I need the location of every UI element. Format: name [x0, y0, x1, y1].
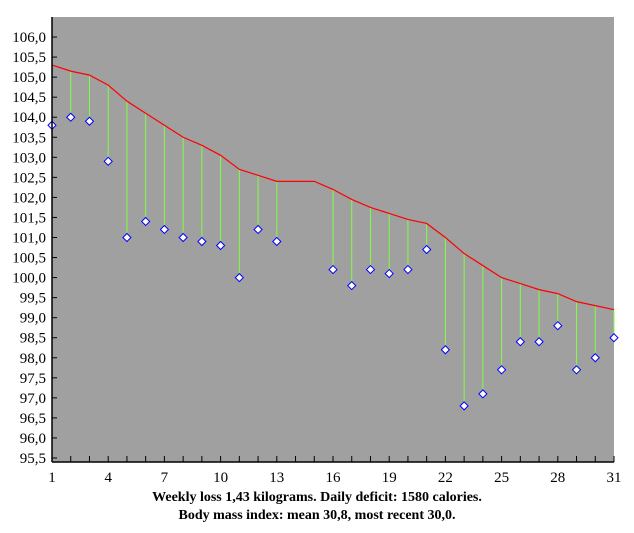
trend-line [51, 64, 615, 311]
weight-point [272, 236, 282, 247]
weight-point [159, 224, 170, 235]
caption-bmi: Body mass index: mean 30,8, most recent … [178, 508, 456, 523]
x-tick-label: 16 [326, 470, 342, 486]
weight-point [440, 345, 451, 355]
x-tick-label: 13 [269, 470, 284, 486]
y-tick-label: 100,0 [12, 271, 46, 287]
y-tick-label: 96,5 [20, 411, 46, 427]
weight-point [478, 389, 488, 399]
weight-point [103, 156, 113, 167]
y-tick-label: 102,0 [12, 190, 46, 206]
y-tick-label: 103,0 [12, 150, 46, 166]
weight-point [84, 116, 95, 126]
weight-point [347, 280, 357, 291]
x-tick-label: 7 [161, 470, 169, 486]
weight-point [384, 268, 394, 279]
weight-point [178, 232, 188, 243]
weight-point [403, 264, 413, 275]
y-tick-label: 98,5 [20, 331, 46, 347]
y-tick-label: 104,5 [12, 90, 46, 106]
y-tick-label: 98,0 [20, 351, 46, 367]
y-tick-label: 105,0 [12, 70, 46, 86]
weight-point [197, 236, 207, 247]
y-tick-label: 103,5 [12, 130, 46, 146]
weight-point [515, 337, 526, 347]
x-tick-label: 22 [438, 470, 453, 486]
weight-point [365, 264, 376, 275]
weight-point [140, 216, 151, 227]
weight-point [215, 240, 226, 251]
weight-point [459, 401, 469, 411]
x-tick-label: 1 [48, 470, 56, 486]
weight-point [66, 112, 76, 122]
y-tick-label: 99,0 [20, 311, 46, 327]
weight-point [328, 264, 338, 275]
x-tick-label: 31 [607, 470, 622, 486]
weight-point [609, 333, 619, 343]
weight-point [253, 224, 263, 235]
y-tick-label: 105,5 [12, 50, 46, 66]
y-tick-label: 104,0 [12, 110, 46, 126]
weight-point [553, 320, 563, 331]
y-tick-label: 106,0 [12, 30, 46, 46]
y-tick-label: 101,5 [12, 210, 46, 226]
weight-point [571, 365, 582, 375]
weight-point [534, 337, 544, 347]
weight-point [122, 232, 132, 243]
x-tick-label: 10 [213, 470, 228, 486]
weight-chart: 95,5 96,0 96,5 97,0 97,5 98,0 98,5 99,0 99,5 100,… [12, 17, 622, 486]
x-tick-label: 19 [382, 470, 397, 486]
y-tick-label: 99,5 [20, 291, 46, 307]
weight-point [421, 244, 432, 255]
y-tick-label: 95,5 [20, 451, 46, 467]
weight-point [234, 272, 245, 283]
x-tick-label: 28 [550, 470, 565, 486]
caption-weekly-loss: Weekly loss 1,43 kilograms. Daily defici… [152, 490, 482, 505]
y-tick-label: 100,5 [12, 251, 46, 267]
weight-point [496, 365, 507, 375]
x-tick-label: 4 [104, 470, 112, 486]
x-tick-label: 25 [494, 470, 509, 486]
y-tick-label: 97,0 [20, 391, 46, 407]
y-tick-label: 96,0 [20, 431, 46, 447]
y-tick-label: 102,5 [12, 170, 46, 186]
y-tick-label: 101,0 [12, 230, 46, 246]
y-tick-label: 97,5 [20, 371, 46, 387]
weight-point [590, 353, 600, 363]
